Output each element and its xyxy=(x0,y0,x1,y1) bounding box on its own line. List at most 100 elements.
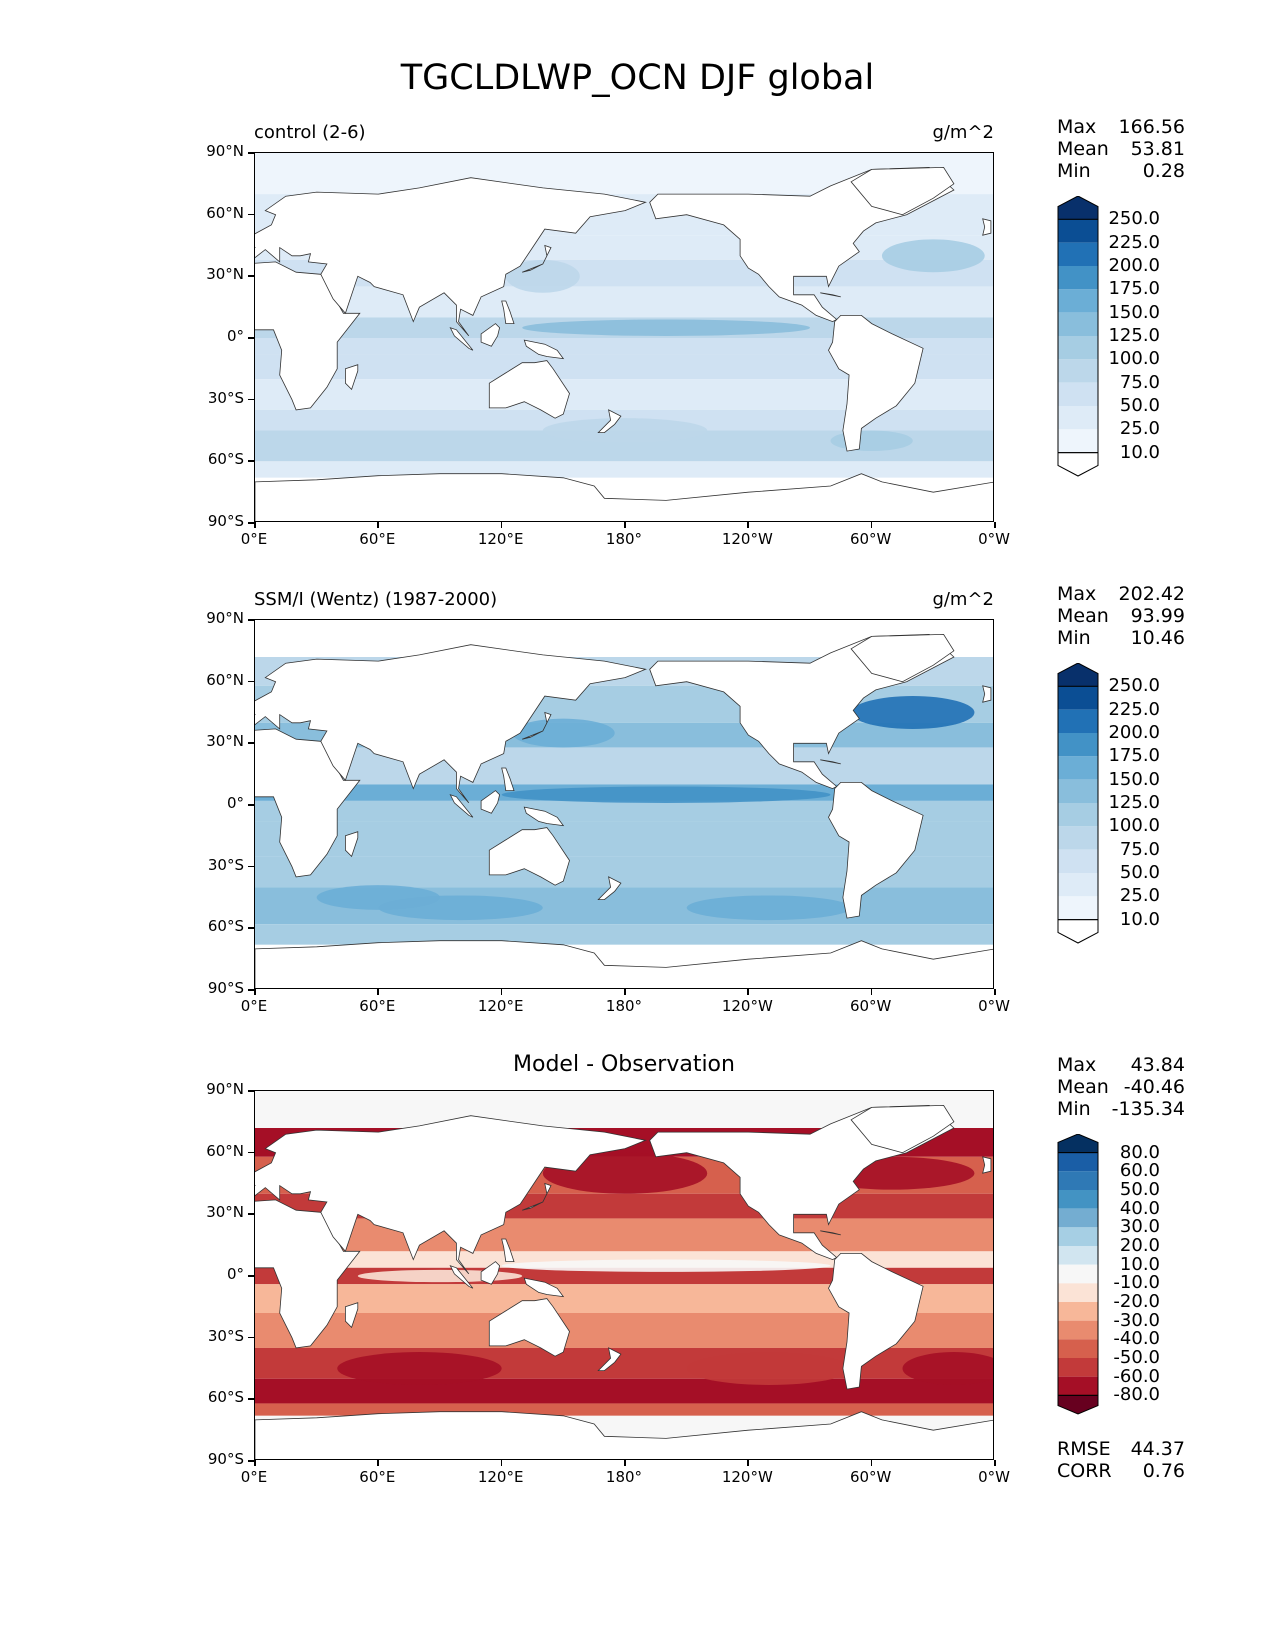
field-band xyxy=(255,1218,993,1252)
lon-tick-mark xyxy=(254,522,256,528)
coastline-cuba xyxy=(820,759,841,765)
field-feature xyxy=(686,895,852,921)
lon-tick-label: 60°E xyxy=(359,530,396,548)
lon-tick-mark xyxy=(624,1460,626,1466)
colorbar-segment xyxy=(1058,1190,1098,1209)
colorbar-segment xyxy=(1057,1394,1099,1415)
stat-label: Min xyxy=(1057,627,1091,649)
lon-tick-label: 0°W xyxy=(978,1468,1010,1486)
colorbar-segment xyxy=(1058,756,1098,780)
field-band xyxy=(255,747,993,785)
lon-tick-label: 60°W xyxy=(849,1468,892,1486)
stat-label: Mean xyxy=(1057,605,1109,627)
stat-row: RMSE 44.37 xyxy=(1057,1438,1185,1460)
field-feature xyxy=(851,696,975,729)
colorbar-tick-label: 225.0 xyxy=(1108,698,1160,720)
lon-tick-label: 0°E xyxy=(240,530,268,548)
field-feature xyxy=(830,430,913,452)
coastline-sumatra xyxy=(449,327,474,351)
stat-row: Min -135.34 xyxy=(1057,1098,1185,1120)
colorbar-segment xyxy=(1058,266,1098,290)
colorbar-segment xyxy=(1058,779,1098,803)
colorbar-segment xyxy=(1057,1134,1099,1154)
lat-tick-label: 0° xyxy=(226,1265,244,1283)
colorbar-outline xyxy=(1057,1152,1099,1396)
colorbar-segment xyxy=(1058,242,1098,266)
stat-label: Mean xyxy=(1057,1076,1109,1098)
colorbar-tick-label: -80.0 xyxy=(1113,1384,1160,1406)
figure-title: TGCLDLWP_OCN DJF global xyxy=(400,58,875,98)
coastline-madagascar xyxy=(345,1302,359,1329)
lon-tick-mark xyxy=(624,522,626,528)
stat-value: -40.46 xyxy=(1123,1076,1185,1098)
lat-tick-mark xyxy=(248,619,254,621)
lat-tick-mark xyxy=(248,1275,254,1277)
colorbar-tick-label: -10.0 xyxy=(1113,1272,1160,1294)
stat-label: Max xyxy=(1057,583,1097,605)
field-map xyxy=(255,1091,993,1459)
colorbar-segment xyxy=(1058,1264,1098,1284)
colorbar-segment xyxy=(1058,1358,1098,1377)
field-band xyxy=(255,924,993,945)
coastline-new-zealand xyxy=(597,1347,622,1371)
coastline-japan xyxy=(522,244,552,273)
colorbar-segment xyxy=(1058,686,1098,710)
stats-block: Max 43.84 Mean -40.46 Min -135.34 xyxy=(1057,1054,1185,1120)
lat-tick-mark xyxy=(248,213,254,216)
panel-units: g/m^2 xyxy=(932,122,994,143)
lat-tick-label: 30°N xyxy=(206,1203,244,1222)
panel-center-title: Model - Observation xyxy=(513,1052,735,1077)
colorbar-segment xyxy=(1058,1227,1098,1246)
stat-row: Mean 53.81 xyxy=(1057,138,1185,160)
field-feature xyxy=(511,718,615,748)
coastline-cuba xyxy=(820,1230,841,1236)
colorbar-segment xyxy=(1058,803,1098,827)
lat-tick-label: 30°S xyxy=(207,855,244,874)
colorbar-tick-label: 175.0 xyxy=(1108,278,1160,300)
colorbar-tick-label: 200.0 xyxy=(1108,255,1160,276)
colorbar-tick-label: 75.0 xyxy=(1119,838,1160,860)
field-map xyxy=(255,153,993,521)
colorbar-tick-label: 25.0 xyxy=(1119,418,1160,440)
coastline-eurasia xyxy=(255,177,647,337)
colorbar-tick-label: 50.0 xyxy=(1119,395,1160,416)
error-stats-block: RMSE 44.37 CORR 0.76 xyxy=(1057,1438,1185,1482)
coastline-borneo xyxy=(480,1261,501,1285)
lat-tick-mark xyxy=(248,337,254,339)
coastline-australia xyxy=(488,360,570,419)
colorbar-segment xyxy=(1058,873,1098,897)
colorbar-segment xyxy=(1058,709,1098,733)
lon-tick-mark xyxy=(994,989,996,995)
lon-tick-label: 0°W xyxy=(978,997,1010,1015)
field-band xyxy=(255,1403,993,1416)
lon-tick-label: 60°W xyxy=(849,530,892,548)
lon-tick-mark xyxy=(254,989,256,995)
field-feature xyxy=(501,1259,831,1272)
field-feature xyxy=(542,418,708,443)
lon-tick-label: 120°E xyxy=(477,530,524,548)
coastline-south-america xyxy=(828,782,924,919)
lat-tick-label: 90°N xyxy=(206,609,244,627)
lat-tick-mark xyxy=(248,398,254,401)
lat-tick-label: 60°N xyxy=(206,1141,244,1160)
lat-tick-mark xyxy=(248,1151,254,1154)
stat-row: Mean -40.46 xyxy=(1057,1076,1185,1098)
coastline-greenland xyxy=(850,1104,955,1154)
coastline-greenland xyxy=(850,166,955,216)
colorbar-segment xyxy=(1057,919,1099,944)
colorbar-segment xyxy=(1058,1302,1098,1321)
stat-label: Max xyxy=(1057,1054,1097,1076)
colorbar-outline xyxy=(1057,218,1099,454)
lat-tick-mark xyxy=(248,1336,254,1339)
colorbar-segment xyxy=(1057,452,1099,477)
panel-left-title: SSM/I (Wentz) (1987-2000) xyxy=(254,589,498,610)
lon-tick-mark xyxy=(500,989,503,995)
lon-tick-label: 180° xyxy=(605,530,643,548)
lon-tick-mark xyxy=(624,989,626,995)
stat-label: CORR xyxy=(1057,1460,1112,1482)
lat-tick-label: 90°S xyxy=(207,512,244,530)
lat-tick-label: 30°S xyxy=(207,1326,244,1345)
stat-label: RMSE xyxy=(1057,1438,1111,1460)
lon-tick-label: 180° xyxy=(605,1468,643,1486)
lat-tick-mark xyxy=(248,804,254,806)
